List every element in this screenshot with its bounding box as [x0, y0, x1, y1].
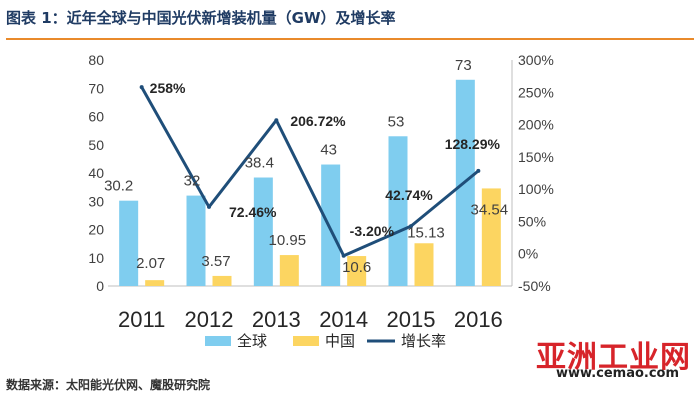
- y-left-tick-label: 80: [88, 52, 104, 68]
- x-tick-label: 2011: [118, 307, 165, 332]
- bar-china: [145, 280, 165, 286]
- legend-label-global: 全球: [237, 332, 267, 350]
- data-label-global: 43: [320, 142, 337, 159]
- y-right-tick-label: 150%: [518, 149, 554, 165]
- legend-swatch-global: [205, 336, 231, 346]
- y-left-tick-label: 10: [88, 250, 104, 266]
- source-note: 数据来源：太阳能光伏网、魔股研究院: [6, 378, 211, 392]
- y-right-tick-label: 0%: [518, 246, 538, 262]
- data-label-china: 15.13: [407, 224, 445, 241]
- legend-swatch-china: [293, 336, 319, 346]
- x-tick-label: 2013: [252, 307, 301, 332]
- y-left-tick-label: 50: [88, 137, 104, 153]
- y-left-tick-label: 30: [88, 193, 104, 209]
- bar-china: [481, 188, 501, 286]
- bar-china: [414, 243, 434, 286]
- y-left-tick-label: 40: [88, 165, 104, 181]
- data-label-global: 30.2: [104, 178, 133, 195]
- data-label-growth: 128.29%: [445, 136, 501, 152]
- x-tick-label: 2012: [185, 307, 234, 332]
- data-label-growth: 72.46%: [229, 204, 277, 220]
- data-label-global: 32: [184, 173, 201, 190]
- bar-global: [253, 177, 273, 286]
- line-point: [207, 204, 211, 209]
- data-label-china: 10.6: [342, 259, 371, 276]
- x-tick-label: 2016: [454, 307, 503, 332]
- bar-global: [388, 136, 408, 286]
- data-label-china: 34.54: [471, 201, 509, 218]
- y-left-tick-label: 70: [88, 80, 104, 96]
- legend-label-china: 中国: [325, 332, 355, 350]
- chart-labels: 30.2 32 38.4 43 53 73 2.07 3.57 10.95 10.6 15.13 34…: [104, 57, 508, 276]
- bar-china: [347, 256, 367, 286]
- line-point: [139, 85, 144, 90]
- y-left-tick-label: 0: [96, 278, 104, 294]
- bar-global: [119, 200, 139, 286]
- y-right-tick-label: 250%: [518, 84, 554, 100]
- data-label-china: 3.57: [201, 253, 230, 270]
- chart-legend: 全球 中国 增长率: [205, 332, 446, 350]
- line-point: [476, 168, 481, 173]
- line-point: [409, 224, 413, 229]
- data-label-growth: 258%: [150, 80, 186, 96]
- bar-china: [279, 255, 299, 286]
- watermark-url: www.cemao.com: [556, 366, 680, 381]
- data-label-growth: -3.20%: [350, 223, 395, 239]
- x-tick-label: 2015: [387, 307, 436, 332]
- bar-global: [321, 164, 341, 286]
- line-point: [341, 253, 346, 258]
- y-right-tick-label: 300%: [518, 52, 554, 68]
- y-right-tick-label: 50%: [518, 213, 546, 229]
- bar-china: [212, 275, 232, 286]
- chart-axes: 0 10 20 30 40 50 60 70 80 -50% 0% 50% 100% 150% 200% 25…: [88, 52, 553, 332]
- data-label-china: 10.95: [269, 232, 307, 249]
- y-right-tick-label: 100%: [518, 181, 554, 197]
- watermark-logo: 亚洲工业网: [536, 340, 691, 375]
- line-point: [274, 118, 279, 123]
- data-label-china: 2.07: [136, 255, 165, 272]
- chart-line: [139, 85, 481, 258]
- line-growth-rate: [140, 86, 480, 258]
- data-label-global: 38.4: [245, 155, 274, 172]
- y-right-tick-label: 200%: [518, 117, 554, 133]
- chart-title: 图表 1：近年全球与中国光伏新增装机量（GW）及增长率: [6, 9, 396, 27]
- y-right-tick-label: -50%: [518, 278, 551, 294]
- legend-label-growth: 增长率: [401, 332, 446, 350]
- data-label-global: 53: [388, 113, 405, 130]
- data-label-growth: 42.74%: [385, 187, 433, 203]
- data-label-growth: 206.72%: [290, 113, 346, 129]
- chart-bars: [119, 79, 501, 287]
- data-label-global: 73: [455, 57, 472, 74]
- y-left-tick-label: 20: [88, 222, 104, 238]
- bar-global: [186, 195, 206, 286]
- x-tick-label: 2014: [319, 307, 368, 332]
- title-divider: [6, 38, 694, 40]
- y-left-tick-label: 60: [88, 109, 104, 125]
